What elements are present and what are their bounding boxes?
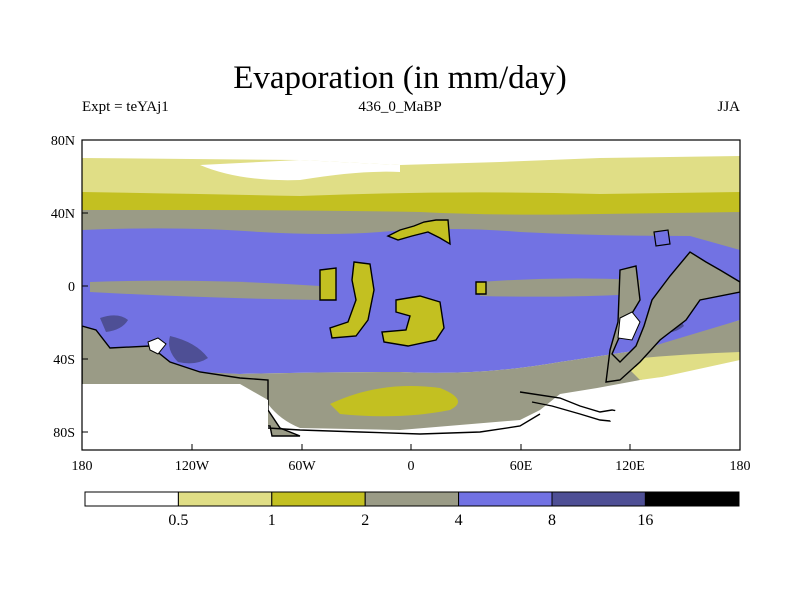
band-north-polar-white bbox=[82, 140, 740, 160]
band-mid-gray-strip bbox=[90, 280, 320, 300]
colorbar-label: 1 bbox=[268, 512, 276, 529]
south-white-region-east bbox=[610, 360, 740, 440]
landmass-north bbox=[386, 219, 451, 246]
colorbar: 0.5 1 2 4 8 16 bbox=[84, 491, 740, 529]
colorbar-swatch bbox=[644, 491, 740, 507]
landmass-center-north bbox=[319, 267, 337, 301]
colorbar-swatch bbox=[364, 491, 460, 507]
landmass-south-edge bbox=[267, 413, 541, 435]
landmass-east bbox=[605, 251, 740, 383]
landmass-east-north bbox=[653, 229, 671, 247]
x-tick-label: 120W bbox=[175, 459, 210, 474]
y-axis-labels: 80N 40N 0 40S 80S bbox=[51, 134, 75, 441]
x-tick-label: 0 bbox=[408, 459, 415, 474]
landmass-center-b bbox=[381, 295, 445, 347]
colorbar-swatch bbox=[271, 491, 366, 507]
band-north-olive bbox=[82, 192, 740, 216]
colorbar-swatch bbox=[177, 491, 273, 507]
y-tick-label: 80S bbox=[53, 426, 75, 441]
colorbar-label: 2 bbox=[361, 512, 369, 529]
patch-west-dark bbox=[100, 315, 128, 332]
colorbar-label: 0.5 bbox=[168, 512, 188, 529]
x-tick-label: 180 bbox=[730, 459, 751, 474]
patch-southwest-dark bbox=[169, 336, 208, 364]
band-north-white-patch bbox=[200, 160, 400, 181]
landmass-east-hole bbox=[617, 311, 641, 341]
colorbar-swatch bbox=[458, 491, 553, 507]
x-tick-label: 60W bbox=[288, 459, 316, 474]
y-tick-label: 40S bbox=[53, 353, 75, 368]
landmass-center-a bbox=[329, 261, 375, 339]
y-tick-label: 80N bbox=[51, 134, 75, 149]
x-tick-label: 120E bbox=[615, 459, 645, 474]
south-white-region bbox=[82, 384, 268, 440]
y-tick-label: 40N bbox=[51, 207, 75, 222]
colorbar-label: 8 bbox=[548, 512, 556, 529]
x-axis-labels: 180 120W 60W 0 60E 120E 180 bbox=[72, 459, 751, 474]
band-south-olive-patch bbox=[330, 386, 458, 417]
tick-marks bbox=[81, 139, 741, 450]
colorbar-label: 16 bbox=[637, 512, 653, 529]
season-label: JJA bbox=[717, 99, 740, 115]
colorbar-swatch bbox=[84, 491, 179, 507]
x-tick-label: 180 bbox=[72, 459, 93, 474]
landmass-southwest-spot bbox=[147, 337, 167, 355]
band-mid-gray-strip-east bbox=[480, 278, 640, 297]
colorbar-label: 4 bbox=[455, 512, 463, 529]
x-tick-label: 60E bbox=[510, 459, 533, 474]
colorbar-swatch bbox=[551, 491, 646, 507]
plot-title: Evaporation (in mm/day) bbox=[233, 60, 567, 96]
time-label: 436_0_MaBP bbox=[358, 99, 442, 115]
y-tick-label: 0 bbox=[68, 280, 75, 295]
map-plot-area bbox=[82, 140, 740, 450]
band-south-gray bbox=[82, 320, 740, 430]
experiment-label: Expt = teYAj1 bbox=[82, 99, 169, 115]
landmass-center-small bbox=[475, 281, 487, 295]
